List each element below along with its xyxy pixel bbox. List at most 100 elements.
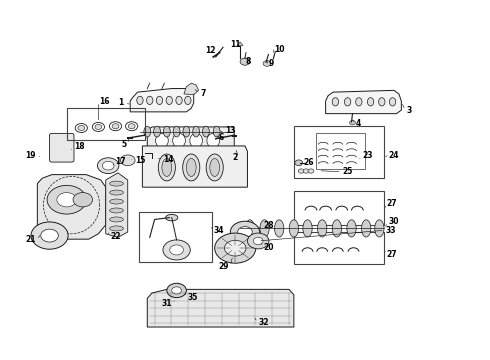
Text: 1: 1 [119, 98, 124, 107]
Ellipse shape [362, 220, 371, 237]
Circle shape [224, 240, 246, 256]
Text: 26: 26 [304, 158, 314, 167]
Text: 34: 34 [213, 226, 224, 235]
Text: 18: 18 [74, 142, 85, 151]
Ellipse shape [128, 124, 135, 129]
Circle shape [47, 185, 86, 214]
Ellipse shape [303, 220, 312, 237]
Text: 9: 9 [269, 59, 274, 68]
Ellipse shape [110, 226, 123, 231]
Circle shape [253, 237, 263, 244]
Ellipse shape [109, 122, 122, 131]
Circle shape [238, 226, 252, 237]
Circle shape [298, 169, 304, 173]
Circle shape [308, 169, 314, 173]
Ellipse shape [125, 122, 138, 131]
Text: 2: 2 [232, 153, 238, 162]
Polygon shape [147, 289, 294, 327]
Polygon shape [326, 90, 401, 114]
Ellipse shape [156, 134, 168, 148]
Ellipse shape [110, 190, 123, 195]
FancyBboxPatch shape [49, 134, 74, 162]
Ellipse shape [173, 126, 180, 137]
Ellipse shape [183, 126, 190, 137]
Text: 21: 21 [25, 235, 36, 244]
Ellipse shape [166, 215, 178, 221]
Circle shape [163, 240, 190, 260]
Ellipse shape [289, 220, 298, 237]
Bar [294, 191, 384, 225]
Circle shape [303, 169, 309, 173]
Text: 10: 10 [274, 45, 285, 54]
Circle shape [172, 287, 181, 294]
Circle shape [295, 160, 303, 166]
Text: 27: 27 [387, 250, 397, 259]
Ellipse shape [183, 154, 200, 181]
Text: 35: 35 [188, 293, 198, 302]
Circle shape [263, 60, 271, 66]
Circle shape [240, 58, 250, 65]
Text: 30: 30 [388, 217, 399, 226]
Polygon shape [130, 89, 194, 112]
Text: 19: 19 [25, 151, 36, 160]
Ellipse shape [356, 98, 362, 106]
Circle shape [167, 283, 186, 298]
Text: 4: 4 [356, 119, 361, 128]
Ellipse shape [186, 158, 196, 176]
Ellipse shape [274, 220, 284, 237]
Ellipse shape [92, 122, 104, 131]
Ellipse shape [156, 96, 163, 104]
Text: 8: 8 [246, 57, 251, 66]
Ellipse shape [190, 134, 202, 148]
Ellipse shape [379, 98, 385, 106]
Text: 25: 25 [343, 167, 353, 176]
Text: 28: 28 [264, 221, 274, 230]
Circle shape [247, 233, 269, 249]
Polygon shape [184, 83, 198, 95]
Polygon shape [143, 146, 247, 187]
Bar [67, 108, 145, 140]
Ellipse shape [144, 126, 151, 137]
Circle shape [31, 222, 68, 249]
Text: 23: 23 [362, 151, 373, 160]
Polygon shape [106, 173, 128, 237]
Text: 27: 27 [387, 199, 397, 208]
Ellipse shape [332, 220, 342, 237]
Ellipse shape [390, 98, 396, 106]
Circle shape [215, 233, 256, 263]
Text: 32: 32 [259, 318, 269, 327]
Ellipse shape [344, 98, 351, 106]
Circle shape [41, 229, 58, 242]
Text: 13: 13 [225, 126, 236, 135]
Ellipse shape [172, 134, 185, 148]
Text: 16: 16 [99, 97, 110, 106]
Ellipse shape [213, 126, 220, 137]
Text: 3: 3 [406, 105, 412, 114]
Circle shape [121, 155, 135, 166]
Ellipse shape [158, 154, 175, 181]
Bar [294, 232, 384, 264]
Circle shape [57, 193, 76, 207]
Circle shape [349, 121, 355, 125]
Ellipse shape [162, 158, 172, 176]
Ellipse shape [163, 126, 170, 137]
Polygon shape [37, 175, 106, 239]
Circle shape [102, 161, 114, 170]
Text: 7: 7 [200, 89, 205, 98]
Ellipse shape [166, 96, 172, 104]
Ellipse shape [318, 220, 327, 237]
Ellipse shape [110, 199, 123, 204]
Ellipse shape [368, 98, 374, 106]
Ellipse shape [210, 158, 220, 176]
Ellipse shape [110, 181, 123, 186]
Ellipse shape [347, 220, 356, 237]
Text: 12: 12 [205, 46, 216, 55]
Text: 11: 11 [231, 40, 241, 49]
Ellipse shape [245, 220, 254, 237]
Circle shape [73, 193, 93, 207]
Text: 17: 17 [116, 157, 126, 166]
Text: 22: 22 [110, 232, 121, 241]
Circle shape [98, 158, 119, 174]
Text: 6: 6 [218, 133, 223, 142]
Ellipse shape [78, 126, 85, 131]
